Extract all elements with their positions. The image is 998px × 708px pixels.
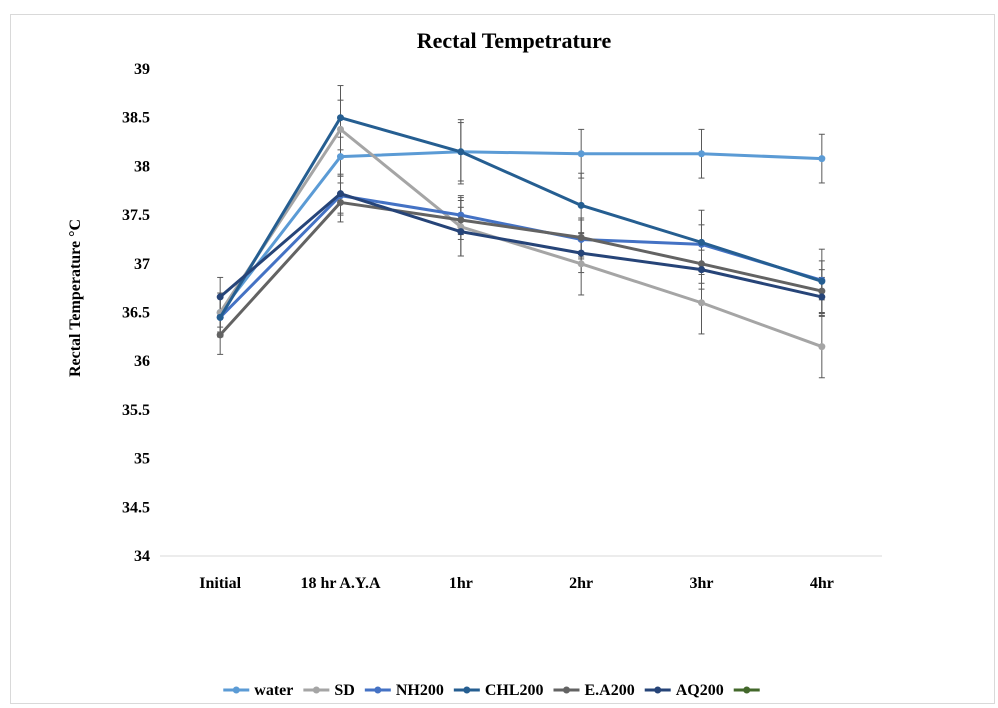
data-point <box>577 234 585 242</box>
data-point <box>216 293 224 301</box>
y-axis-title: Rectal Temperature °C <box>67 219 84 377</box>
legend-marker <box>232 686 240 694</box>
y-tick-label: 35.5 <box>122 402 150 419</box>
data-point <box>698 299 705 307</box>
series-line <box>219 192 823 299</box>
legend-marker <box>463 686 471 694</box>
data-point <box>457 223 465 231</box>
y-tick-label: 38.5 <box>122 110 150 127</box>
y-tick-label: 39 <box>134 61 150 78</box>
legend-label: NH200 <box>396 682 444 699</box>
legend-item: NH200 <box>364 682 444 699</box>
y-tick-label: 37 <box>134 256 150 273</box>
chart-frame <box>10 14 995 704</box>
data-point <box>457 216 465 224</box>
x-tick-label: 18 hr A.Y.A <box>300 575 380 592</box>
data-point <box>698 238 705 246</box>
x-tick-label: Initial <box>199 575 241 592</box>
series-line <box>218 150 822 314</box>
legend-marker <box>312 686 320 694</box>
legend-item: SD <box>303 682 355 699</box>
data-point <box>577 150 585 158</box>
legend-marker <box>743 686 751 694</box>
y-tick-label: 36 <box>134 353 150 370</box>
y-tick-label: 36.5 <box>122 305 150 322</box>
data-point <box>577 201 585 209</box>
data-point <box>698 150 705 158</box>
data-point <box>216 331 224 339</box>
data-point <box>337 190 344 198</box>
data-point <box>818 155 826 163</box>
series-layer <box>216 85 826 379</box>
x-tick-label: 4hr <box>810 575 834 592</box>
data-point <box>698 266 705 274</box>
chart-title: Rectal Tempetrature <box>417 28 612 53</box>
legend-marker <box>562 686 570 694</box>
data-point <box>818 287 826 295</box>
legend-marker <box>654 686 662 694</box>
y-tick-label: 34 <box>134 548 150 565</box>
series-line <box>218 116 823 319</box>
data-point <box>577 260 585 268</box>
y-tick-label: 38 <box>134 158 150 175</box>
data-point <box>457 148 465 156</box>
data-point <box>818 277 826 285</box>
series-line <box>218 127 823 348</box>
data-point <box>818 293 826 301</box>
y-tick-labels: 34 34.5 35 35.5 36 36.5 37 37.5 38 38.5 39 <box>122 61 150 565</box>
legend-label: CHL200 <box>485 682 544 699</box>
legend-label: SD <box>334 682 354 699</box>
legend: water SD NH200 CHL200 E.A200 AQ200 <box>223 682 760 699</box>
data-point <box>457 228 465 236</box>
y-tick-label: 37.5 <box>122 207 150 224</box>
legend-label: AQ200 <box>676 682 724 699</box>
legend-item: E.A200 <box>553 682 635 699</box>
data-point <box>457 211 465 219</box>
x-tick-label: 1hr <box>449 575 473 592</box>
data-point <box>337 153 344 161</box>
series-line <box>219 200 823 336</box>
data-point <box>818 343 826 351</box>
x-tick-label: 3hr <box>690 575 714 592</box>
y-tick-label: 34.5 <box>122 499 150 516</box>
legend-item: AQ200 <box>644 682 724 699</box>
legend-item <box>733 686 760 694</box>
data-point <box>337 125 344 133</box>
x-tick-labels: Initial 18 hr A.Y.A 1hr 2hr 3hr 4hr <box>199 575 834 592</box>
legend-item: CHL200 <box>453 682 544 699</box>
legend-item: water <box>223 682 293 699</box>
data-point <box>337 114 344 122</box>
data-point <box>577 249 585 257</box>
x-tick-label: 2hr <box>569 575 593 592</box>
data-point <box>698 260 705 268</box>
data-point <box>216 313 224 321</box>
legend-label: E.A200 <box>584 682 634 699</box>
data-point <box>337 198 344 206</box>
legend-marker <box>374 686 382 694</box>
legend-label: water <box>254 682 293 699</box>
y-tick-label: 35 <box>134 451 150 468</box>
series-line <box>219 194 823 319</box>
